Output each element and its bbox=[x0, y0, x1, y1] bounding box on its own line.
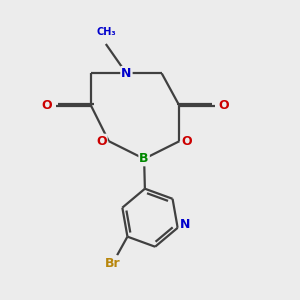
Text: N: N bbox=[121, 67, 132, 80]
Text: O: O bbox=[42, 99, 52, 112]
Text: Br: Br bbox=[105, 256, 121, 270]
Text: CH₃: CH₃ bbox=[96, 27, 116, 37]
Text: O: O bbox=[96, 135, 107, 148]
Text: B: B bbox=[140, 152, 149, 165]
Text: N: N bbox=[180, 218, 190, 231]
Text: O: O bbox=[218, 99, 229, 112]
Text: O: O bbox=[182, 135, 192, 148]
